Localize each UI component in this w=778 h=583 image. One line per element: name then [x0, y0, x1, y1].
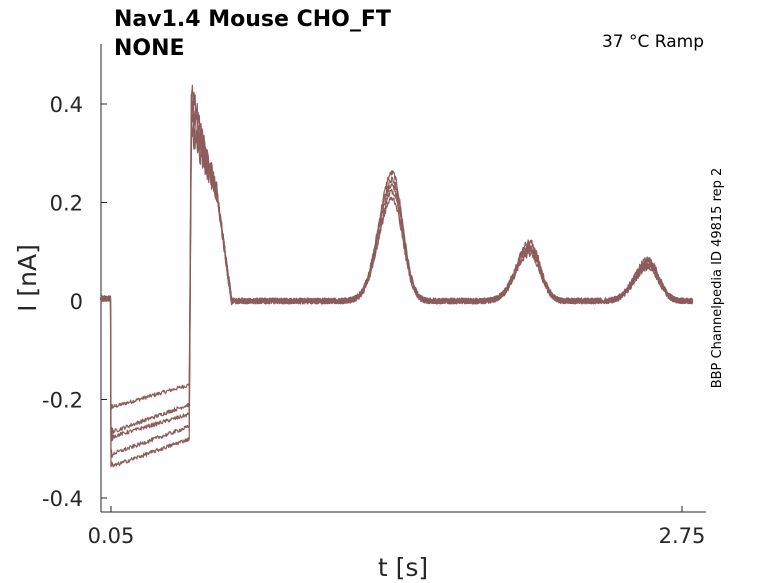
y-tick-label: -0.2: [42, 389, 83, 413]
y-tick-label: -0.4: [42, 487, 83, 511]
current-trace-line: [99, 128, 694, 468]
condition-annotation: 37 °C Ramp: [602, 32, 704, 52]
chart-title-line-1: Nav1.4 Mouse CHO_FT: [114, 7, 391, 32]
y-tick-label: 0: [70, 290, 83, 314]
x-tick-label: 0.05: [88, 524, 135, 548]
y-ticks: -0.4 -0.2 0 0.2 0.4: [42, 93, 107, 511]
y-axis-label: I [nA]: [13, 244, 42, 312]
x-axis-label: t [s]: [378, 553, 428, 582]
x-ticks: 0.05 2.75: [88, 506, 706, 548]
chart-title-line-2: NONE: [114, 36, 185, 61]
channelpedia-id-label: BBP Channelpedia ID 49815 rep 2: [710, 168, 725, 389]
x-tick-label: 2.75: [659, 524, 706, 548]
traces: [99, 84, 694, 468]
y-tick-label: 0.2: [50, 192, 83, 216]
y-tick-label: 0.4: [50, 93, 83, 117]
